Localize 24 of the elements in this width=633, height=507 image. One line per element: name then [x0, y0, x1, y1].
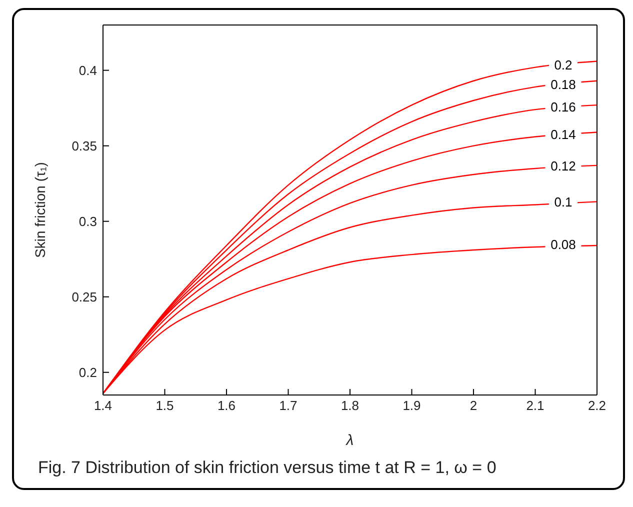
y-tick-label: 0.4	[78, 62, 97, 78]
x-tick-label: 2	[470, 398, 478, 414]
y-tick-label: 0.2	[78, 364, 97, 380]
x-tick-label: 1.7	[279, 398, 298, 414]
x-tick-label: 1.9	[402, 398, 421, 414]
y-tick-label: 0.35	[72, 138, 97, 154]
y-tick-label: 0.3	[78, 214, 97, 229]
series-label: 0.1	[554, 194, 572, 210]
x-tick-label: 2.2	[588, 398, 606, 414]
series-label: 0.14	[550, 126, 576, 142]
series-label: 0.2	[554, 57, 572, 72]
series-label: 0.12	[550, 158, 576, 174]
y-axis-title: Skin friction (τ₁)	[32, 162, 48, 258]
x-tick-label: 1.6	[217, 398, 236, 414]
x-tick-label: 1.8	[340, 398, 360, 414]
series-label: 0.08	[550, 237, 576, 252]
x-axis-title: λ	[345, 432, 354, 449]
series-label: 0.16	[550, 100, 576, 115]
x-tick-label: 1.4	[94, 398, 112, 414]
series-label: 0.18	[550, 76, 576, 92]
caption: Fig. 7 Distribution of skin friction versus time t at R = 1, ω = 0	[38, 458, 496, 478]
x-tick-label: 2.1	[526, 398, 544, 414]
x-tick-label: 1.5	[156, 398, 174, 414]
y-tick-label: 0.25	[72, 289, 97, 304]
